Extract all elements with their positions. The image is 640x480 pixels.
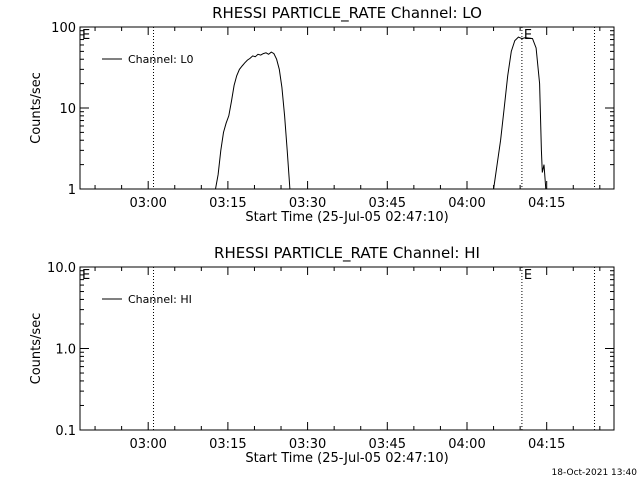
y-tick-label: 10.0 <box>47 261 76 276</box>
x-tick-label: 03:15 <box>209 196 246 211</box>
x-axis-label: Start Time (25-Jul-05 02:47:10) <box>245 210 448 225</box>
legend-label: Channel: HI <box>128 293 192 306</box>
x-tick-label: 03:30 <box>289 196 326 211</box>
panel-hi-channel: RHESSI PARTICLE_RATE Channel: HI 03:00 03:… <box>29 244 615 466</box>
x-tick-label: 03:30 <box>289 437 326 452</box>
x-tick-label: 03:00 <box>129 196 166 211</box>
event-marker: E <box>82 28 90 43</box>
x-tick-label: 03:15 <box>209 437 246 452</box>
chart-title: RHESSI PARTICLE_RATE Channel: HI <box>214 244 480 263</box>
plot-frame <box>79 266 615 431</box>
series-line <box>215 36 547 190</box>
event-marker: E <box>524 28 532 43</box>
y-tick-label: 1 <box>68 183 76 198</box>
x-tick-label: 04:15 <box>528 196 565 211</box>
legend-label: Channel: L0 <box>128 53 194 66</box>
x-tick-label: 04:00 <box>448 437 485 452</box>
y-tick-label: 1.0 <box>55 343 76 358</box>
y-tick-label: 0.1 <box>55 424 76 439</box>
timestamp-label: 18-Oct-2021 13:40 <box>552 468 638 478</box>
event-marker: E <box>82 268 90 283</box>
plot-frame <box>79 26 615 190</box>
y-tick-label: 10 <box>59 102 76 117</box>
x-tick-label: 04:15 <box>528 437 565 452</box>
x-tick-label: 03:45 <box>369 437 406 452</box>
y-axis-label: Counts/sec <box>29 313 44 385</box>
y-tick-label: 100 <box>51 21 76 36</box>
panel-lo-channel: RHESSI PARTICLE_RATE Channel: LO 03:00 03:… <box>29 4 615 225</box>
chart-title: RHESSI PARTICLE_RATE Channel: LO <box>212 4 482 23</box>
y-axis-label: Counts/sec <box>29 72 44 144</box>
x-tick-label: 03:45 <box>369 196 406 211</box>
x-axis-label: Start Time (25-Jul-05 02:47:10) <box>245 451 448 466</box>
event-marker: E <box>524 268 532 283</box>
x-tick-label: 03:00 <box>129 437 166 452</box>
x-tick-label: 04:00 <box>448 196 485 211</box>
